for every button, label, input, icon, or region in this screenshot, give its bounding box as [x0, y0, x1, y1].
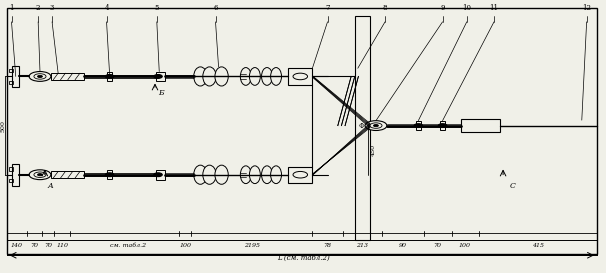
- Text: 9: 9: [441, 4, 445, 12]
- Ellipse shape: [262, 166, 273, 183]
- Bar: [440, 121, 445, 130]
- Text: 100: 100: [459, 243, 471, 248]
- Circle shape: [365, 121, 387, 130]
- Text: 140: 140: [10, 243, 22, 248]
- Text: 2195: 2195: [244, 243, 260, 248]
- Circle shape: [293, 171, 308, 178]
- Bar: [107, 170, 112, 179]
- Text: 90: 90: [399, 243, 407, 248]
- Bar: [461, 119, 500, 132]
- Ellipse shape: [215, 165, 228, 184]
- Text: 11: 11: [490, 4, 499, 12]
- Text: см. табл.2: см. табл.2: [110, 243, 146, 248]
- Bar: [9, 81, 13, 84]
- Bar: [107, 72, 112, 81]
- Text: L (см. табл.2): L (см. табл.2): [277, 254, 330, 262]
- Circle shape: [414, 124, 422, 127]
- Bar: [12, 164, 19, 186]
- Bar: [51, 171, 84, 178]
- Ellipse shape: [203, 165, 216, 184]
- Circle shape: [38, 174, 42, 176]
- Circle shape: [105, 75, 114, 78]
- Text: 213: 213: [356, 243, 368, 248]
- Text: 70: 70: [30, 243, 38, 248]
- Ellipse shape: [194, 165, 207, 184]
- Text: С: С: [509, 182, 515, 190]
- Text: 70: 70: [434, 243, 442, 248]
- Text: 100: 100: [179, 243, 191, 248]
- Text: 450: 450: [371, 144, 376, 156]
- Bar: [156, 170, 165, 180]
- Bar: [12, 66, 19, 87]
- Text: Φ: Φ: [359, 121, 364, 130]
- Text: 78: 78: [324, 243, 331, 248]
- Text: 500: 500: [1, 120, 5, 132]
- Bar: [9, 167, 13, 171]
- Circle shape: [154, 75, 162, 78]
- Text: Б: Б: [158, 89, 164, 97]
- Bar: [416, 121, 421, 130]
- Bar: [9, 69, 13, 72]
- Ellipse shape: [215, 67, 228, 86]
- Text: 4: 4: [104, 4, 109, 12]
- Text: 3: 3: [50, 4, 55, 12]
- Ellipse shape: [271, 166, 282, 183]
- Text: 1: 1: [9, 4, 14, 12]
- Circle shape: [438, 124, 447, 127]
- Bar: [288, 68, 312, 85]
- Text: 70: 70: [44, 243, 52, 248]
- Text: 8: 8: [383, 4, 387, 12]
- Text: А: А: [47, 182, 53, 190]
- Ellipse shape: [241, 67, 251, 85]
- Circle shape: [154, 173, 162, 177]
- Text: 6: 6: [213, 4, 218, 12]
- Text: 12: 12: [582, 4, 591, 12]
- Bar: [9, 179, 13, 182]
- Ellipse shape: [250, 166, 261, 183]
- Circle shape: [105, 173, 114, 177]
- Ellipse shape: [194, 67, 207, 86]
- Bar: [156, 72, 165, 81]
- Circle shape: [373, 124, 378, 127]
- Text: 2: 2: [36, 4, 41, 12]
- Text: 5: 5: [155, 4, 159, 12]
- Circle shape: [29, 170, 51, 180]
- Circle shape: [29, 72, 51, 81]
- Ellipse shape: [262, 67, 273, 85]
- Text: 415: 415: [531, 243, 544, 248]
- Bar: [288, 167, 312, 183]
- Circle shape: [293, 73, 308, 80]
- Text: 10: 10: [462, 4, 471, 12]
- Ellipse shape: [250, 67, 261, 85]
- Bar: [355, 16, 370, 240]
- Ellipse shape: [203, 67, 216, 86]
- Ellipse shape: [241, 166, 251, 183]
- Circle shape: [38, 75, 42, 78]
- Bar: [51, 73, 84, 80]
- Text: 7: 7: [325, 4, 330, 12]
- Text: 110: 110: [56, 243, 68, 248]
- Ellipse shape: [271, 67, 282, 85]
